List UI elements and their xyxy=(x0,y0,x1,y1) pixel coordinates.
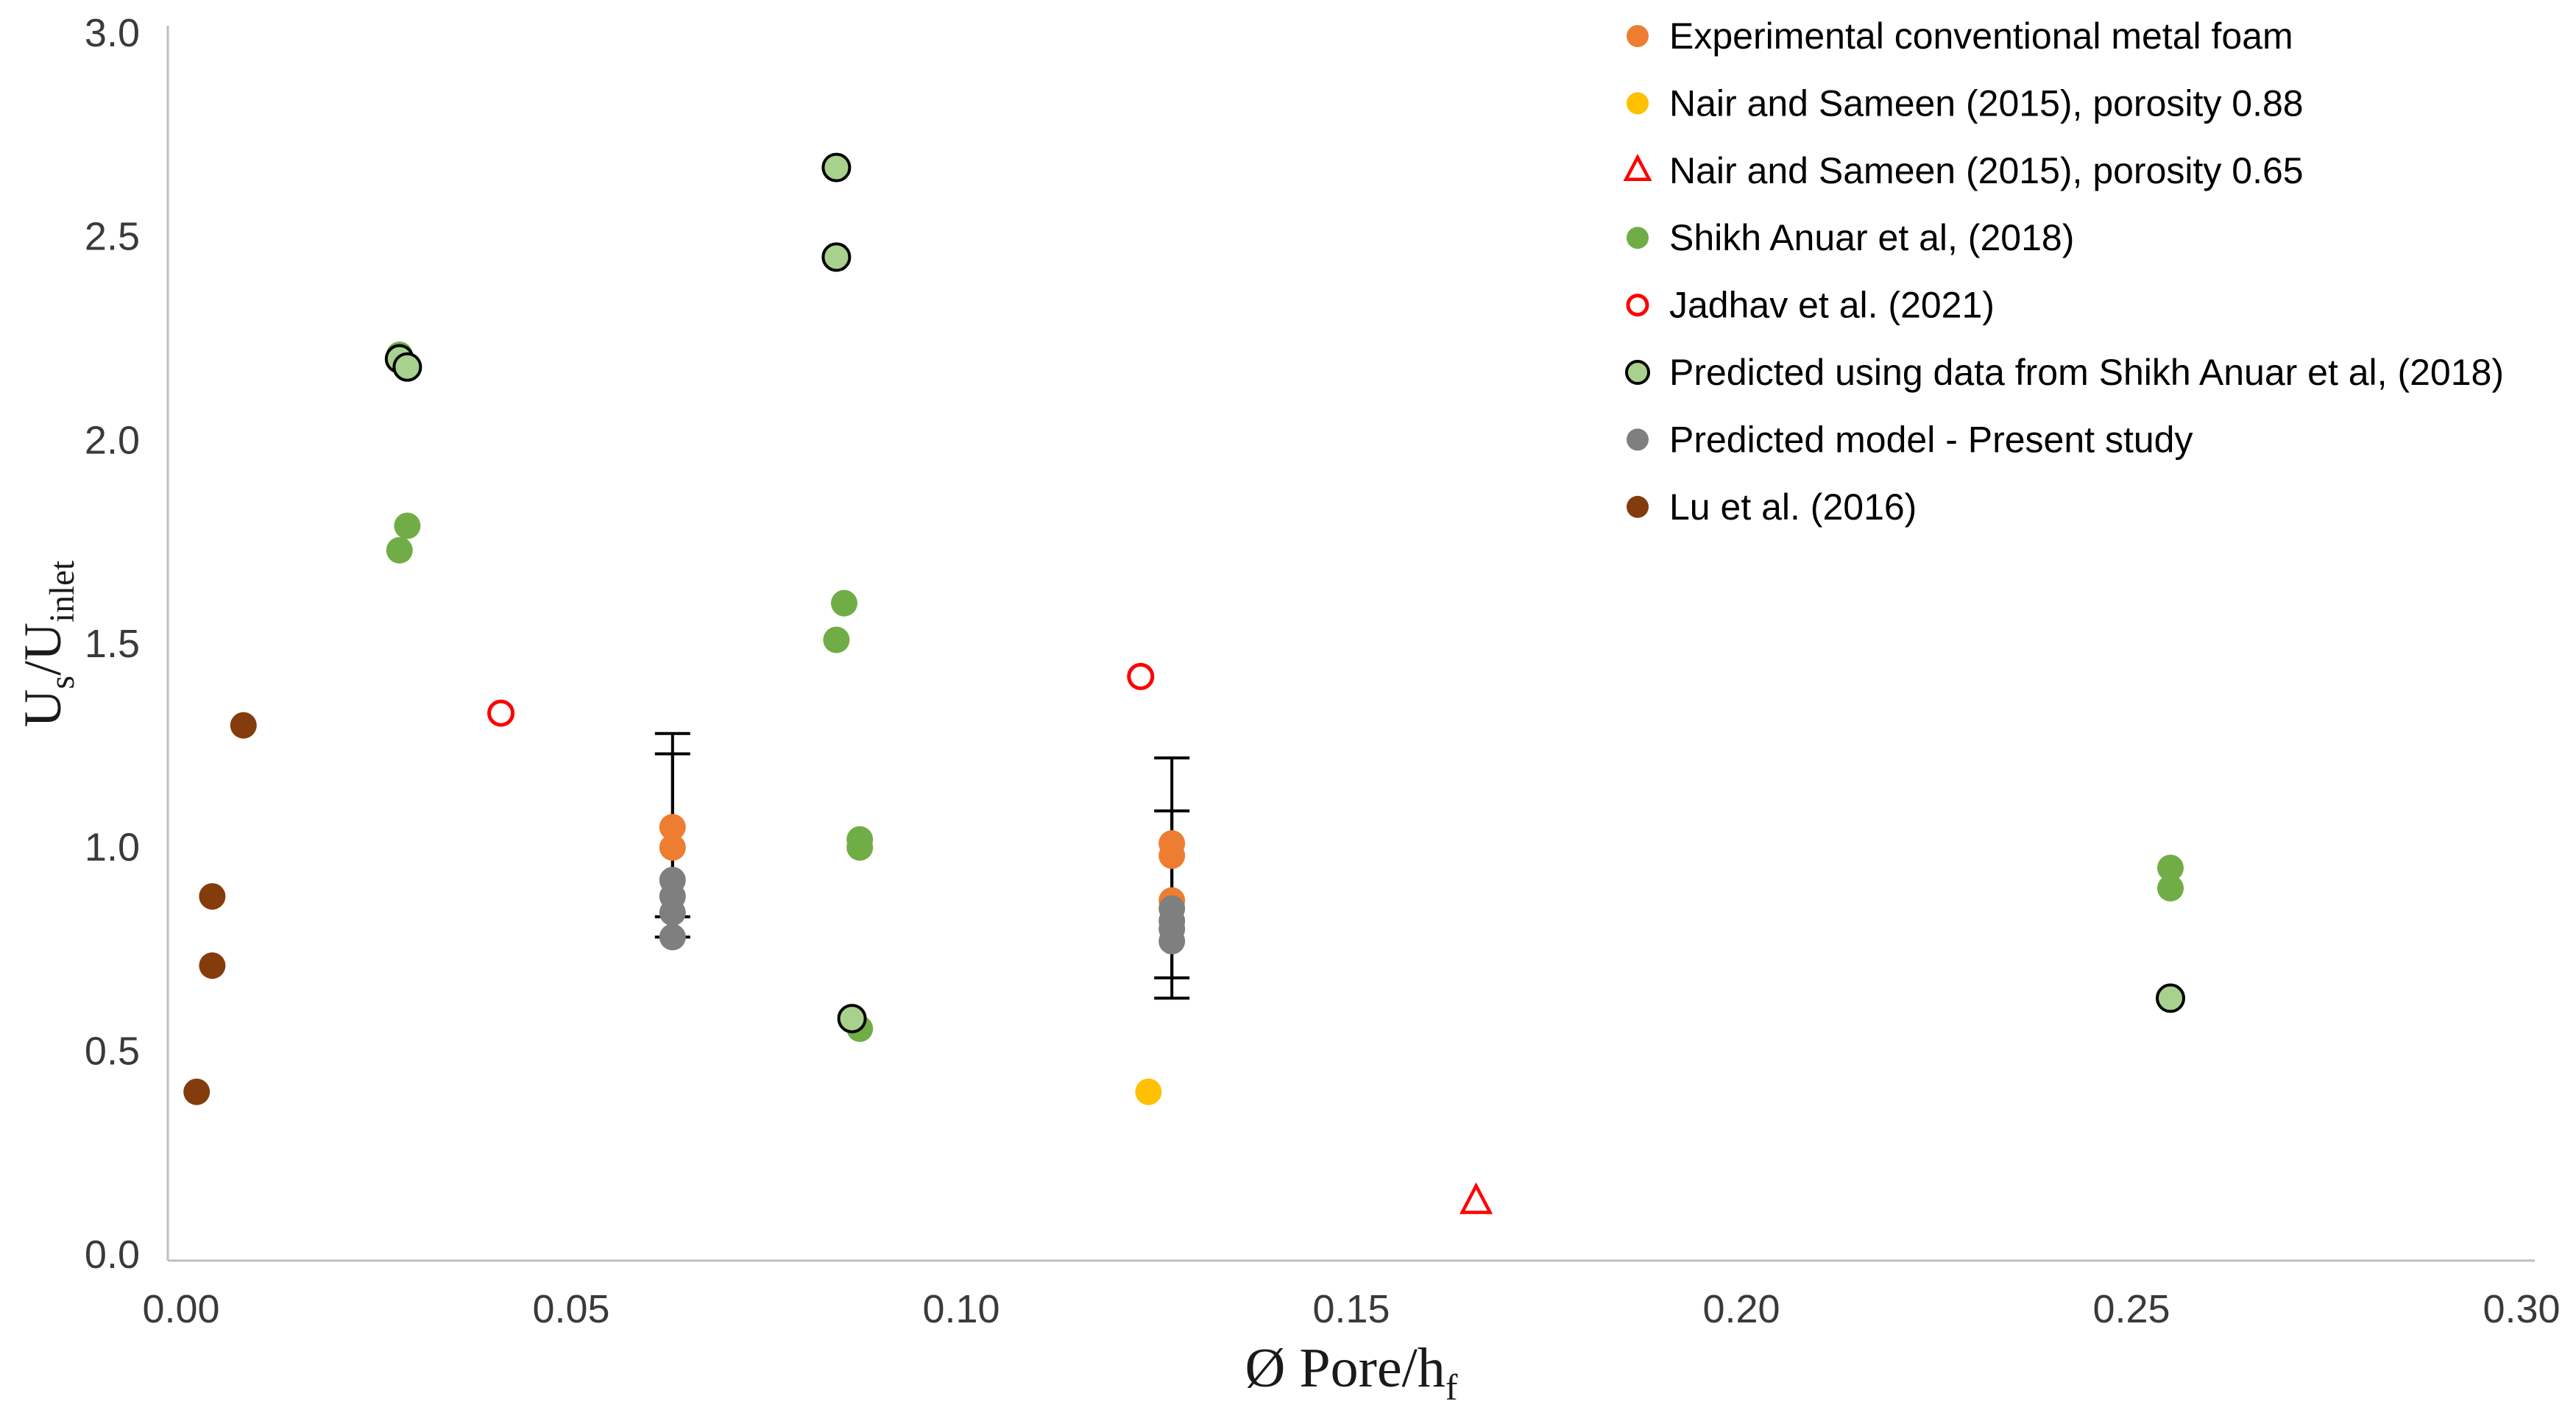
legend-item: Jadhav et al. (2021) xyxy=(1626,285,1995,326)
legend-item: Nair and Sameen (2015), porosity 0.88 xyxy=(1627,82,2304,124)
y-tick-label: 0.0 xyxy=(85,1233,140,1277)
legend-label: Jadhav et al. (2021) xyxy=(1669,285,1995,326)
legend-item: Predicted model - Present study xyxy=(1627,419,2193,460)
data-point xyxy=(1135,1078,1162,1105)
legend-item: Lu et al. (2016) xyxy=(1627,486,1917,528)
data-point xyxy=(1158,927,1186,954)
legend-label: Nair and Sameen (2015), porosity 0.88 xyxy=(1669,82,2304,124)
legend-label: Shikh Anuar et al, (2018) xyxy=(1669,217,2074,258)
data-point xyxy=(659,899,686,927)
data-point xyxy=(230,712,257,739)
y-tick-label: 2.5 xyxy=(85,215,140,259)
data-point xyxy=(659,924,686,951)
data-point xyxy=(183,1078,210,1105)
data-point xyxy=(2157,854,2184,882)
data-point xyxy=(846,834,874,861)
series-6 xyxy=(659,866,1186,954)
data-point xyxy=(386,536,413,564)
data-point xyxy=(821,242,852,272)
data-point xyxy=(837,1004,867,1034)
legend-label: Predicted model - Present study xyxy=(1669,419,2193,460)
y-tick-label: 2.0 xyxy=(85,418,140,462)
legend-marker xyxy=(1627,428,1649,451)
legend-item: Predicted using data from Shikh Anuar et… xyxy=(1625,352,2504,393)
y-axis-title: Us/Uinlet xyxy=(13,561,82,728)
legend-item: Shikh Anuar et al, (2018) xyxy=(1627,217,2074,258)
y-tick-label: 1.5 xyxy=(85,622,140,666)
x-tick-label: 0.00 xyxy=(142,1287,219,1331)
x-tick-label: 0.25 xyxy=(2092,1287,2170,1331)
data-point xyxy=(1127,662,1155,690)
data-point xyxy=(487,699,515,727)
data-point xyxy=(2157,875,2184,901)
x-tick-label: 0.20 xyxy=(1702,1287,1780,1331)
data-point xyxy=(394,512,421,539)
legend-marker xyxy=(1625,360,1650,385)
legend-label: Predicted using data from Shikh Anuar et… xyxy=(1669,352,2504,393)
data-point xyxy=(1158,842,1186,869)
x-tick-label: 0.30 xyxy=(2483,1287,2560,1331)
data-point xyxy=(392,352,422,382)
legend-item: Experimental conventional metal foam xyxy=(1627,15,2293,57)
legend-marker xyxy=(1623,153,1652,182)
series-0 xyxy=(659,814,1186,914)
legend-marker xyxy=(1627,227,1649,249)
series-5 xyxy=(384,152,2185,1034)
legend-marker xyxy=(1626,294,1649,317)
x-axis-title: Ø Pore/hf xyxy=(1245,1337,1457,1408)
legend-marker xyxy=(1627,25,1649,47)
data-point xyxy=(831,589,857,617)
legend-marker xyxy=(1627,495,1649,518)
legend-item: Nair and Sameen (2015), porosity 0.65 xyxy=(1623,150,2304,191)
data-point xyxy=(199,952,226,979)
data-point xyxy=(659,834,686,861)
x-tick-label: 0.10 xyxy=(922,1287,999,1331)
y-tick-label: 1.0 xyxy=(85,826,140,870)
legend-marker xyxy=(1627,92,1649,115)
data-point xyxy=(1459,1182,1493,1214)
y-tick-label: 3.0 xyxy=(85,11,140,55)
data-point xyxy=(659,814,686,840)
data-point xyxy=(199,883,226,910)
series-2 xyxy=(1459,1182,1493,1214)
series-4 xyxy=(487,662,1155,727)
legend-label: Lu et al. (2016) xyxy=(1669,486,1917,528)
y-tick-label: 0.5 xyxy=(85,1029,140,1073)
x-tick-label: 0.15 xyxy=(1312,1287,1390,1331)
series-7 xyxy=(183,712,257,1105)
legend-label: Nair and Sameen (2015), porosity 0.65 xyxy=(1669,150,2304,191)
legend-label: Experimental conventional metal foam xyxy=(1669,15,2293,57)
x-tick-label: 0.05 xyxy=(532,1287,609,1331)
data-point xyxy=(821,152,852,183)
data-point xyxy=(823,626,850,653)
data-point xyxy=(2156,983,2185,1013)
series-1 xyxy=(1135,1078,1162,1105)
